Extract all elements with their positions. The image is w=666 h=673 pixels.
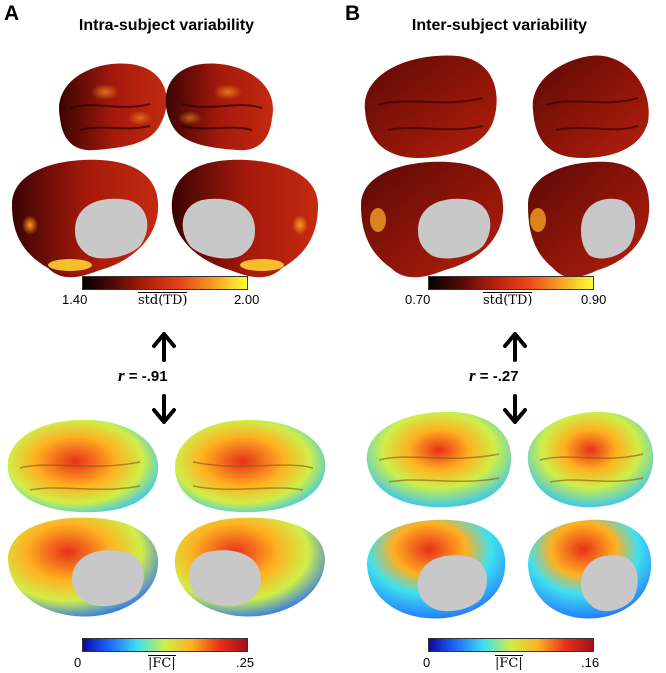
td-colorbar bbox=[428, 276, 594, 290]
left-medial-fc-map bbox=[367, 519, 506, 619]
correlation-symbol: r bbox=[118, 366, 125, 385]
brain-surface-maps bbox=[361, 55, 654, 619]
left-medial-hemisphere bbox=[12, 159, 159, 278]
correlation-label: r = -.27 bbox=[469, 366, 519, 386]
left-lateral-hemisphere bbox=[59, 63, 167, 151]
td-colorbar-min: 0.70 bbox=[405, 292, 431, 307]
td-colorbar-min: 1.40 bbox=[62, 292, 88, 307]
td-colorbar-measure: std(TD) bbox=[138, 292, 188, 308]
td-colorbar bbox=[82, 276, 248, 290]
left-medial-hemisphere bbox=[361, 161, 504, 278]
down-arrow-icon bbox=[152, 394, 176, 424]
right-lateral-fc-map bbox=[174, 419, 326, 513]
td-colorbar-max: 2.00 bbox=[234, 292, 260, 307]
right-lateral-hemisphere bbox=[532, 55, 649, 158]
right-medial-fc-map bbox=[528, 519, 652, 619]
correlation-value: = -.27 bbox=[475, 368, 519, 385]
correlation-label: r = -.91 bbox=[118, 366, 168, 386]
fc-colorbar-max: .25 bbox=[236, 655, 255, 670]
fc-colorbar bbox=[82, 638, 248, 652]
fc-colorbar bbox=[428, 638, 594, 652]
right-lateral-hemisphere bbox=[165, 63, 273, 151]
correlation-symbol: r bbox=[469, 366, 476, 385]
left-medial-fc-map bbox=[8, 517, 159, 617]
panel-title: Intra-subject variability bbox=[78, 17, 255, 34]
fc-colorbar-min: 0 bbox=[423, 655, 431, 670]
panel-letter: A bbox=[4, 2, 20, 25]
fc-colorbar-min: 0 bbox=[74, 655, 82, 670]
left-lateral-hemisphere bbox=[364, 55, 497, 158]
panel-title: Inter-subject variability bbox=[411, 17, 588, 34]
correlation-value: = -.91 bbox=[124, 368, 168, 385]
fc-colorbar-max: .16 bbox=[581, 655, 600, 670]
fc-colorbar-measure: |FC| bbox=[148, 655, 176, 671]
down-arrow-icon bbox=[503, 394, 527, 424]
brain-surface-maps bbox=[7, 63, 326, 617]
left-lateral-fc-map bbox=[366, 411, 512, 508]
td-colorbar-max: 0.90 bbox=[581, 292, 607, 307]
panel-b: B Inter-subject variability bbox=[333, 0, 666, 673]
right-medial-fc-map bbox=[174, 517, 325, 617]
up-arrow-icon bbox=[152, 332, 176, 362]
right-medial-hemisphere bbox=[171, 159, 318, 278]
panel-a: A Intra-subject variability bbox=[4, 2, 326, 671]
right-medial-hemisphere bbox=[528, 161, 650, 278]
right-lateral-fc-map bbox=[527, 411, 654, 508]
left-lateral-fc-map bbox=[7, 419, 159, 513]
td-colorbar-measure: std(TD) bbox=[483, 292, 533, 308]
panel-letter: B bbox=[345, 2, 361, 25]
up-arrow-icon bbox=[503, 332, 527, 362]
fc-colorbar-measure: |FC| bbox=[495, 655, 523, 671]
